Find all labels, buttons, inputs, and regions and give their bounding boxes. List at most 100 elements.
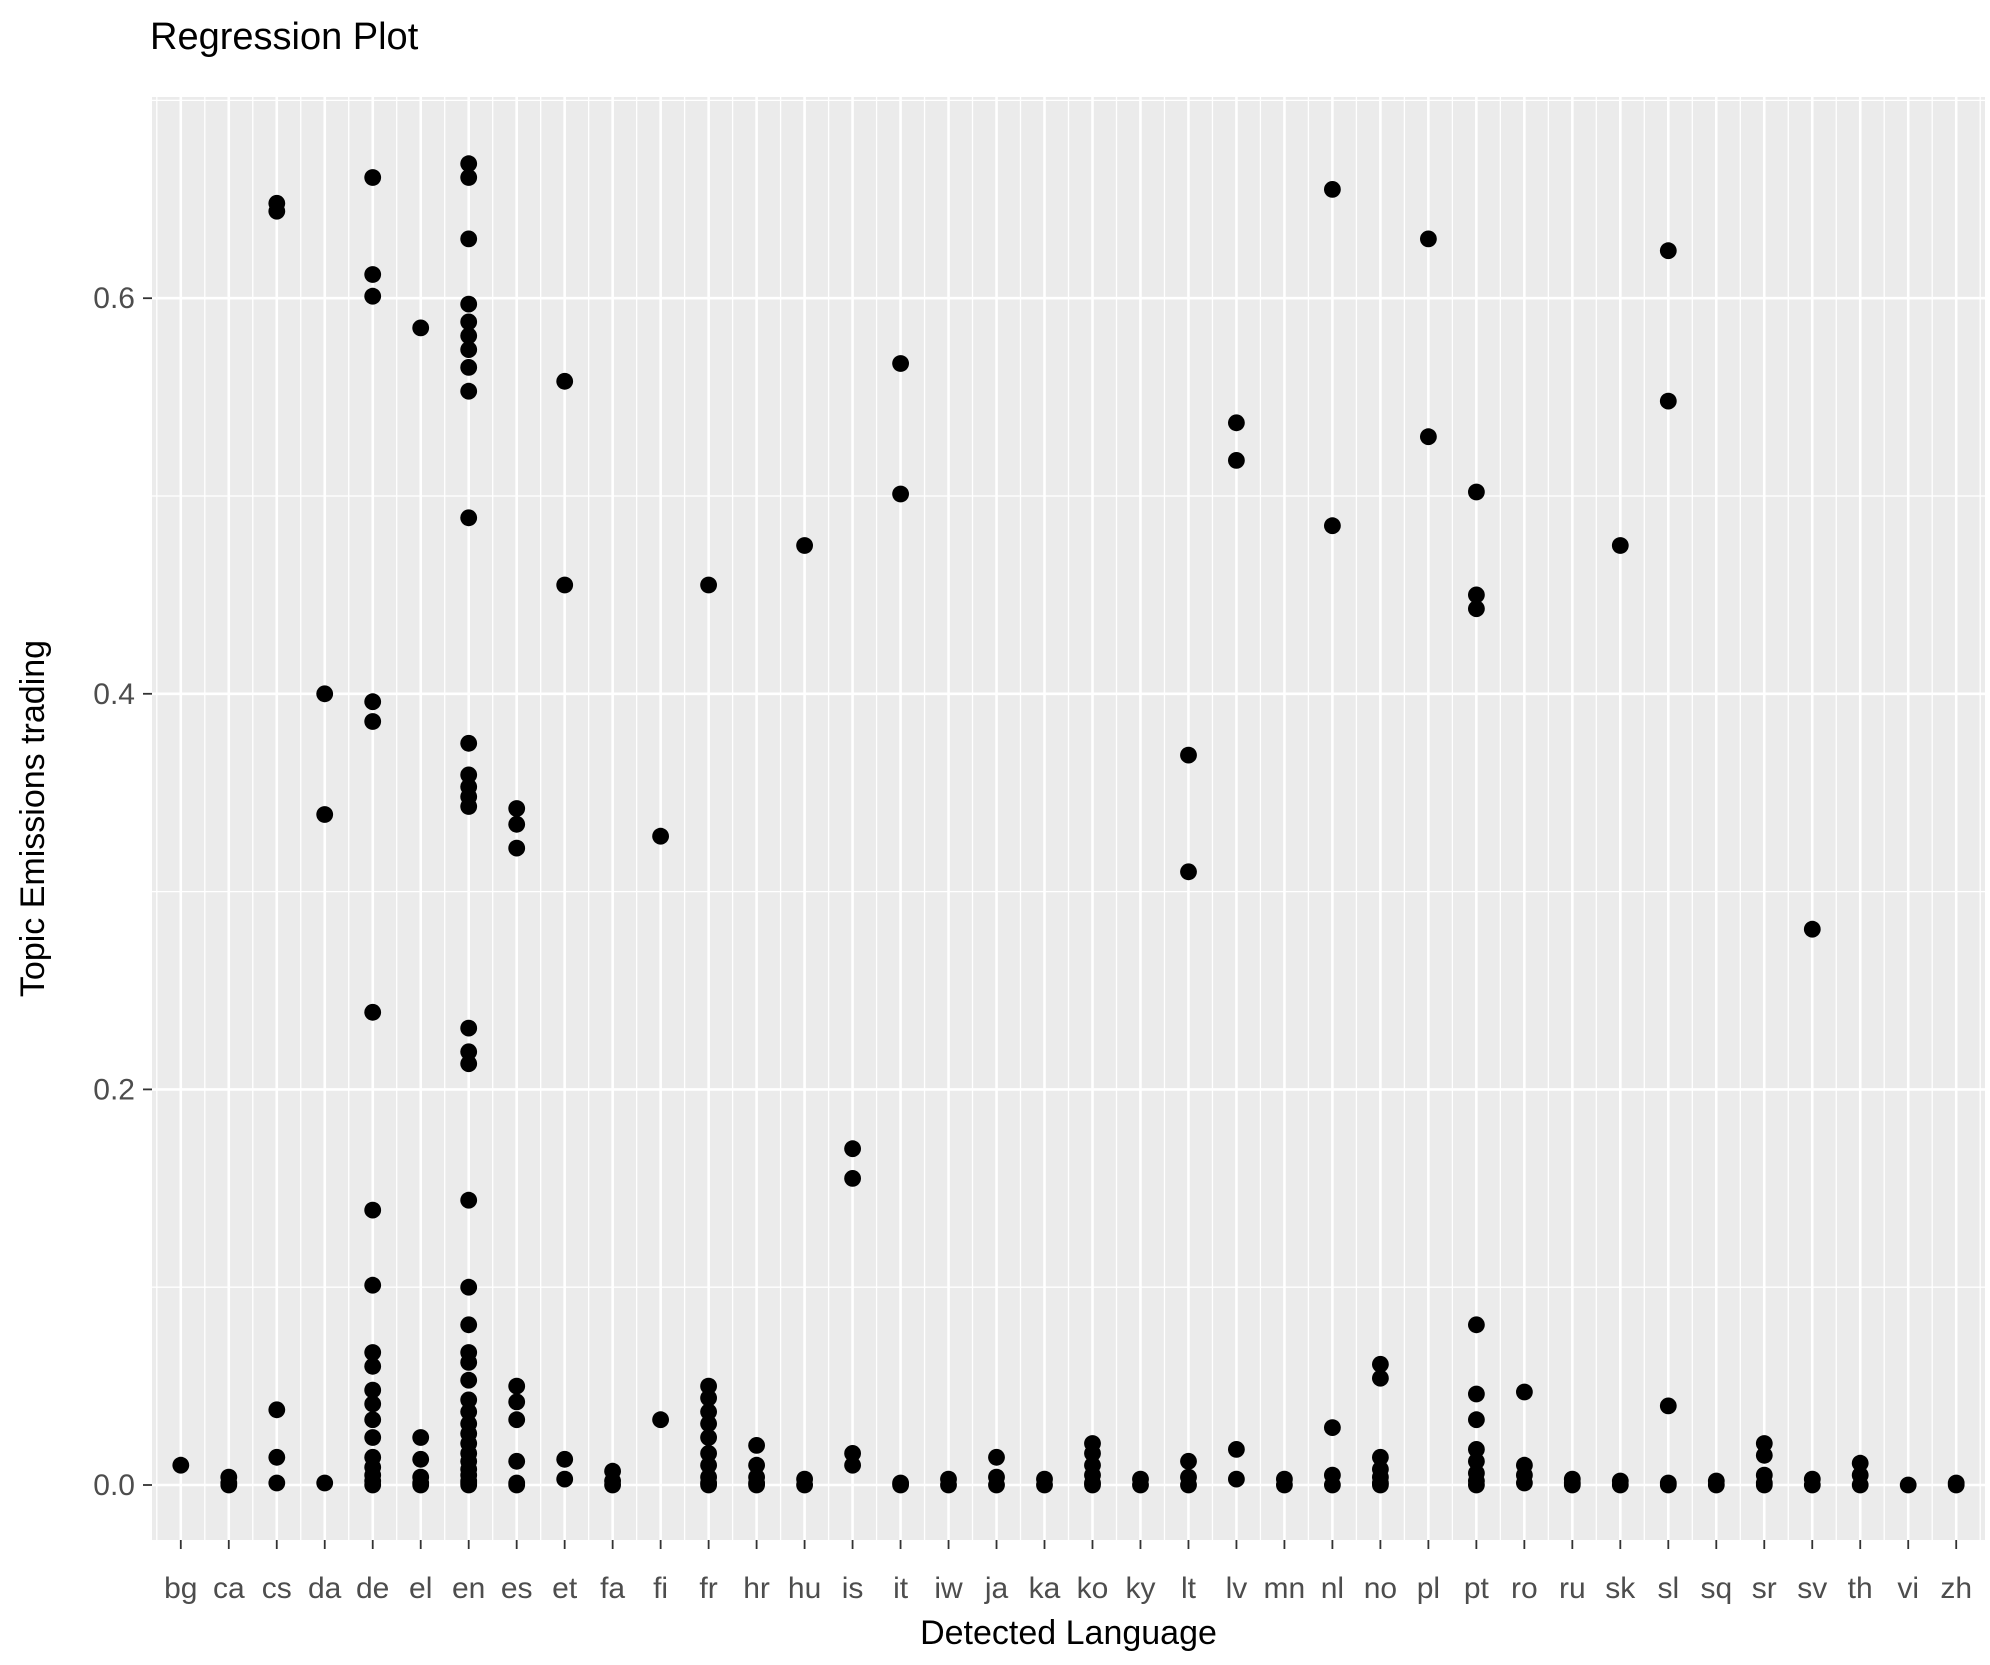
data-point: [988, 1448, 1005, 1466]
data-point: [460, 1043, 478, 1061]
data-point: [1611, 1476, 1629, 1494]
x-tick-label: el: [409, 1572, 432, 1605]
y-tick-label: 0.6: [93, 282, 135, 315]
data-point: [460, 169, 478, 186]
data-point: [556, 372, 574, 390]
data-point: [364, 1357, 382, 1375]
data-point: [1468, 1316, 1485, 1334]
data-point: [460, 1278, 478, 1296]
data-point: [460, 359, 478, 376]
data-point: [652, 827, 669, 845]
data-point: [1180, 1452, 1197, 1470]
data-point: [268, 1448, 286, 1466]
data-point: [748, 1476, 765, 1494]
data-point: [988, 1476, 1005, 1494]
data-point: [1755, 1476, 1773, 1494]
x-tick-label: hu: [788, 1572, 821, 1605]
data-point: [364, 1381, 382, 1399]
data-point: [1084, 1445, 1101, 1462]
x-tick-label: pl: [1417, 1572, 1440, 1605]
data-point: [364, 169, 382, 186]
data-point: [364, 1429, 382, 1446]
data-point: [316, 806, 334, 823]
data-point: [460, 155, 478, 173]
data-point: [460, 509, 478, 527]
data-point: [748, 1437, 765, 1454]
x-tick-label: fi: [653, 1572, 668, 1605]
y-axis-tick-labels: 0.0 0.2 0.4 0.6: [93, 282, 135, 1502]
data-point: [1372, 1355, 1389, 1373]
data-point: [1324, 181, 1341, 198]
data-point: [1468, 1476, 1485, 1494]
data-point: [364, 1344, 382, 1361]
data-point: [844, 1445, 861, 1462]
data-point: [1228, 1441, 1245, 1458]
data-point: [892, 1476, 909, 1494]
data-point: [1276, 1476, 1293, 1494]
data-point: [460, 1055, 478, 1073]
data-point: [1228, 1470, 1245, 1488]
data-point: [1851, 1476, 1869, 1494]
data-point: [1324, 1476, 1341, 1494]
data-point: [412, 1476, 430, 1494]
data-point: [460, 382, 478, 400]
x-tick-label: ja: [984, 1572, 1009, 1605]
data-point: [364, 266, 382, 283]
data-point: [700, 576, 717, 594]
data-point: [364, 1276, 382, 1294]
data-point: [460, 295, 478, 313]
data-point: [1468, 483, 1485, 501]
x-tick-label: zh: [1940, 1572, 1972, 1605]
data-point: [460, 798, 478, 815]
data-point: [1803, 920, 1821, 938]
data-point: [268, 1474, 286, 1492]
x-tick-label: sr: [1752, 1572, 1777, 1605]
x-tick-label: iw: [934, 1572, 963, 1605]
y-tick-label: 0.4: [93, 678, 135, 711]
data-point: [316, 685, 334, 703]
data-point: [316, 1474, 334, 1492]
data-point: [508, 839, 526, 857]
data-point: [508, 1377, 526, 1395]
data-point: [460, 327, 478, 345]
data-point: [508, 800, 526, 817]
data-point: [1180, 863, 1197, 881]
data-point: [1372, 1448, 1389, 1466]
x-tick-label: it: [893, 1572, 909, 1605]
data-point: [268, 202, 286, 220]
x-tick-label: sl: [1657, 1572, 1679, 1605]
data-point: [364, 1201, 382, 1219]
data-point: [556, 1450, 574, 1468]
data-point: [556, 1470, 574, 1488]
data-point: [412, 1450, 430, 1468]
data-point: [460, 1316, 478, 1334]
x-tick-label: ky: [1126, 1572, 1156, 1605]
data-point: [364, 693, 382, 711]
data-point: [700, 1476, 717, 1494]
data-point: [1468, 1411, 1485, 1429]
x-tick-label: et: [552, 1572, 578, 1605]
data-point: [1228, 414, 1245, 432]
data-point: [796, 1476, 813, 1494]
data-point: [1420, 230, 1437, 248]
data-point: [508, 815, 526, 833]
data-point: [1516, 1383, 1533, 1401]
y-tick-label: 0.0: [93, 1469, 135, 1502]
x-tick-label: da: [308, 1572, 342, 1605]
gridlines: [152, 97, 1985, 1540]
x-tick-label: ru: [1559, 1572, 1586, 1605]
data-point: [1180, 1476, 1197, 1494]
data-point: [1468, 586, 1485, 604]
x-tick-label: pt: [1464, 1572, 1490, 1605]
data-point: [1036, 1476, 1053, 1494]
data-point: [844, 1140, 861, 1158]
data-point: [700, 1389, 717, 1407]
x-tick-label: nl: [1321, 1572, 1344, 1605]
data-point: [1803, 1476, 1821, 1494]
data-point: [892, 485, 909, 503]
data-point: [1132, 1476, 1149, 1494]
data-point: [844, 1456, 861, 1474]
data-point: [508, 1411, 526, 1429]
x-tick-label: bg: [164, 1572, 197, 1605]
